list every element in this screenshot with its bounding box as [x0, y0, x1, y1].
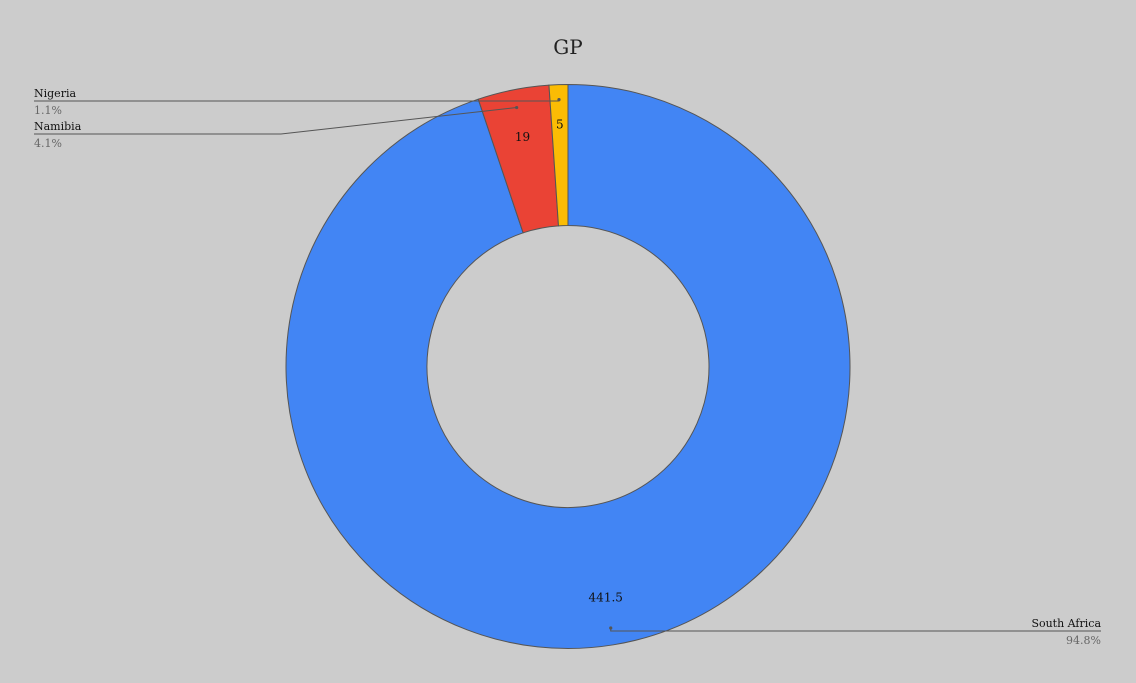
slice-nigeria [548, 83, 569, 227]
slice-value-namibia: 19 [515, 130, 530, 144]
callout-label-nigeria: Nigeria [34, 87, 76, 100]
callout-percent-namibia: 4.1% [34, 137, 62, 150]
callout-dot-namibia [515, 105, 519, 110]
callout-dot-south-africa [609, 626, 613, 630]
callout-label-namibia: Namibia [34, 120, 82, 133]
callout-south-africa: South Africa 94.8% [609, 617, 1101, 647]
slice-value-south-africa: 441.5 [589, 590, 623, 604]
callout-line-south-africa [610, 628, 1101, 632]
callouts-layer: South Africa 94.8% Namibia 4.1% Nigeria 1.1% [34, 87, 1101, 647]
slice-value-nigeria: 5 [556, 118, 564, 132]
callout-namibia: Namibia 4.1% [34, 105, 519, 150]
callout-line-namibia [34, 107, 517, 135]
callout-dot-nigeria [557, 98, 561, 102]
slices-layer [285, 83, 851, 649]
callout-nigeria: Nigeria 1.1% [34, 87, 561, 117]
callout-label-south-africa: South Africa [1031, 617, 1101, 630]
callout-percent-nigeria: 1.1% [34, 104, 62, 117]
callout-percent-south-africa: 94.8% [1066, 634, 1101, 647]
value-labels-layer: 441.5 19 5 [515, 118, 623, 605]
chart-title: GP [553, 35, 582, 59]
slice-south-africa [285, 83, 851, 649]
